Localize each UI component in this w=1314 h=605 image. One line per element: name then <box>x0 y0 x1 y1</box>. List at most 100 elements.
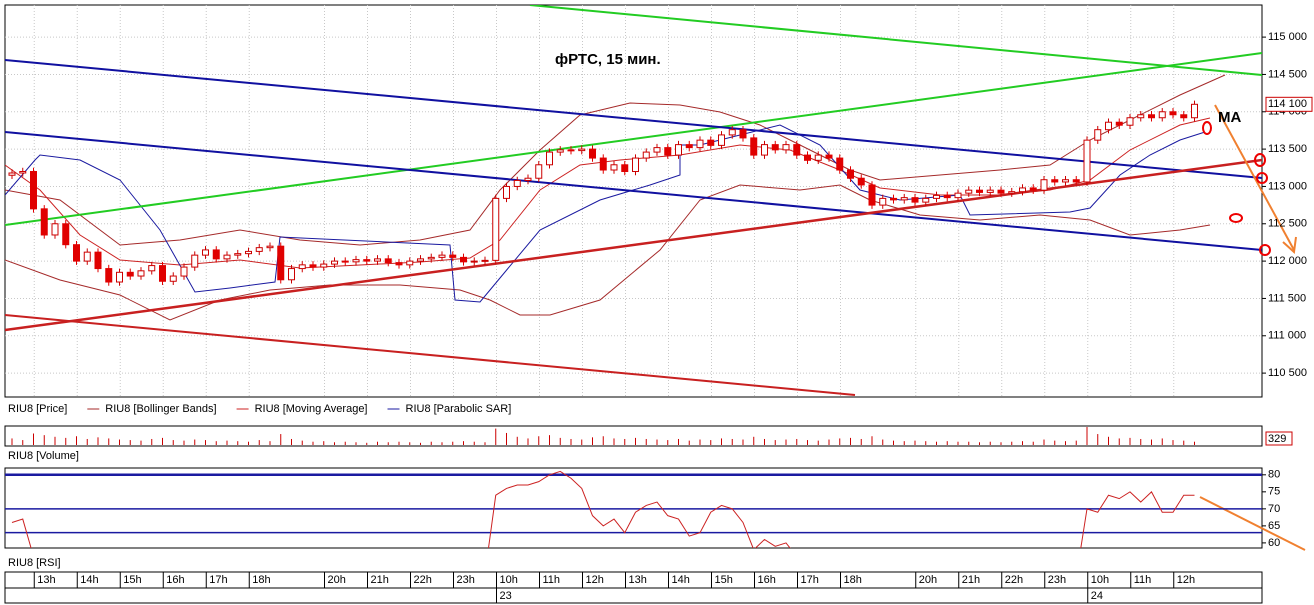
volume-bar <box>65 437 67 445</box>
x-tick-label: 21h <box>962 574 980 586</box>
candle-body <box>105 268 113 283</box>
candle-body <box>169 275 177 282</box>
volume-bar <box>882 439 884 445</box>
volume-bar <box>753 436 755 445</box>
volume-bar <box>54 436 56 445</box>
volume-bar <box>237 441 239 445</box>
candle-body <box>836 157 844 171</box>
volume-bar <box>1075 440 1077 445</box>
volume-bar <box>183 440 185 445</box>
candle-body <box>298 264 306 270</box>
volume-bar <box>280 434 282 445</box>
volume-bar <box>473 441 475 445</box>
candle-body <box>696 139 704 149</box>
candle-body <box>395 262 403 266</box>
volume-bar <box>108 438 110 445</box>
marker <box>1202 121 1212 135</box>
volume-bar <box>1011 441 1013 445</box>
candle-body <box>793 144 801 156</box>
candle-body <box>900 197 908 201</box>
volume-bar <box>344 441 346 445</box>
volume-bar <box>1065 441 1066 445</box>
volume-bar <box>796 438 798 445</box>
candle-body <box>1169 111 1177 116</box>
candle-body <box>1062 179 1069 183</box>
volume-bar <box>33 433 34 445</box>
legend-entry: RIU8 [Parabolic SAR] <box>406 403 512 415</box>
volume-bar <box>570 438 572 445</box>
volume-bar <box>269 441 271 445</box>
candle-body <box>761 144 768 156</box>
candle-body <box>51 223 59 236</box>
volume-bar <box>527 438 529 445</box>
volume-bar <box>11 438 13 445</box>
volume-panel <box>4 425 1263 447</box>
volume-bar <box>140 440 142 445</box>
x-tick-label: 21h <box>371 574 389 586</box>
candle-body <box>943 194 951 199</box>
bollinger-lower <box>5 184 1211 321</box>
y-tick-label: 65 <box>1268 520 1280 532</box>
x-tick-label: 15h <box>715 574 733 586</box>
volume-bar <box>710 440 712 445</box>
candle-body <box>427 256 435 260</box>
candle-body <box>180 266 188 277</box>
volume-bar <box>516 436 518 445</box>
y-tick-label: 110 500 <box>1268 367 1307 379</box>
volume-bar <box>86 438 88 445</box>
y-tick-label: 80 <box>1268 469 1280 481</box>
volume-bar <box>893 440 894 445</box>
volume-bar <box>323 441 325 445</box>
legend-entry: RIU8 [Bollinger Bands] <box>105 403 216 415</box>
candle-body <box>1137 114 1145 119</box>
volume-bar <box>151 438 153 445</box>
y-tick-label: 113 000 <box>1268 180 1307 192</box>
volume-scale-label: 329 <box>1268 433 1286 445</box>
volume-bar <box>559 437 561 445</box>
y-tick-label: 75 <box>1268 486 1280 498</box>
volume-bar <box>76 436 77 445</box>
volume-bar <box>248 441 249 445</box>
volume-bar <box>968 441 970 445</box>
y-tick-label: 113 500 <box>1268 143 1307 155</box>
volume-bar <box>1161 438 1163 445</box>
volume-bar <box>581 439 583 445</box>
panel-label: RIU8 [RSI] <box>8 557 61 569</box>
volume-bar <box>387 442 389 445</box>
candle-body <box>664 147 672 156</box>
candle-body <box>685 144 693 149</box>
candle-body <box>1126 117 1134 126</box>
candle-body <box>1008 191 1016 194</box>
candle-body <box>535 164 543 179</box>
legend-entry: RIU8 [Price] <box>8 403 67 415</box>
volume-bar <box>172 440 174 445</box>
candle-body <box>460 256 467 263</box>
candle-body <box>223 254 231 260</box>
candle-body <box>8 172 16 176</box>
last-price-label: 114 100 <box>1268 98 1307 110</box>
volume-bar <box>162 437 163 445</box>
candle-body <box>94 251 102 270</box>
candle-body <box>503 185 510 199</box>
volume-bar <box>602 436 604 445</box>
volume-bar <box>366 442 368 445</box>
volume-bar <box>1043 439 1045 445</box>
candle-body <box>621 164 629 173</box>
candle-body <box>933 194 940 199</box>
candle-body <box>148 265 156 272</box>
candle-body <box>83 251 91 262</box>
volume-bar <box>119 439 120 445</box>
marker <box>1254 153 1266 167</box>
candle-body <box>352 259 360 263</box>
candle-body <box>1072 179 1080 183</box>
volume-bar <box>957 441 959 445</box>
volume-bar <box>506 432 507 445</box>
volume-bar <box>420 442 421 445</box>
candle-body <box>62 223 70 246</box>
volume-bar <box>441 442 443 445</box>
x-tick-label: 14h <box>80 574 98 586</box>
candle-body <box>1051 179 1059 183</box>
candle-body <box>997 189 1005 194</box>
marker <box>1256 172 1268 184</box>
